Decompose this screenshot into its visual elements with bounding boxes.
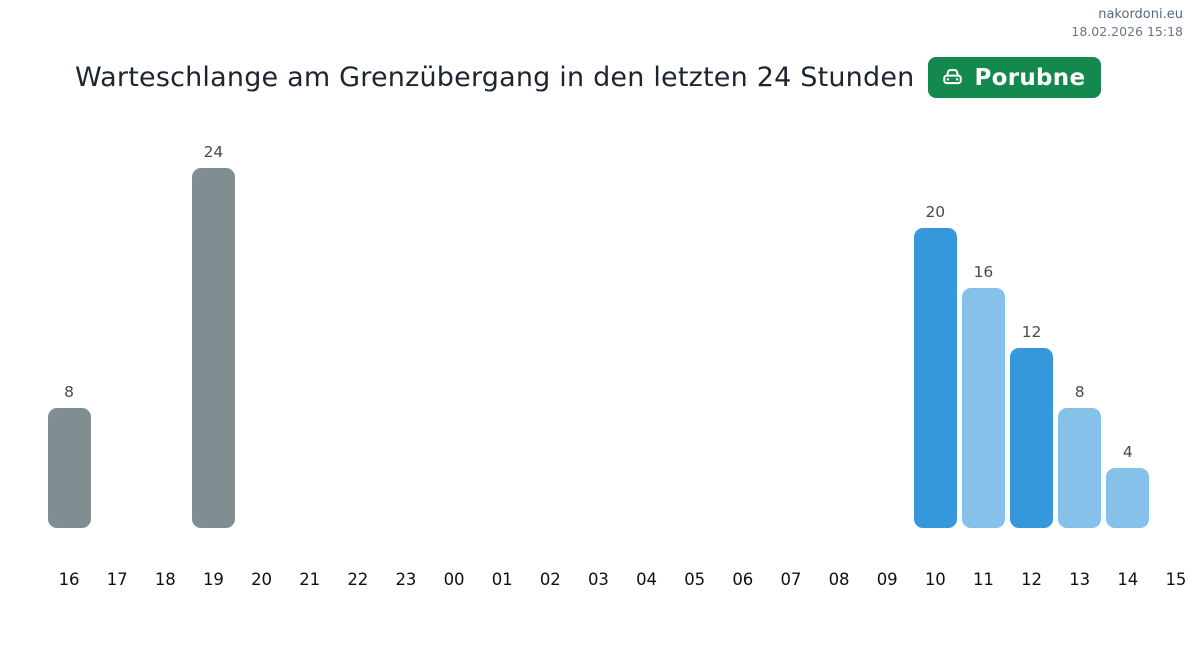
chart-column [623,168,671,528]
page-title: Warteschlange am Grenzübergang in den le… [75,62,915,93]
chart-column [141,168,189,528]
x-axis-label: 13 [1069,570,1091,589]
x-axis-label: 08 [828,570,850,589]
chart-column: 12 [1008,168,1056,528]
x-axis-label: 19 [202,570,224,589]
bar [47,408,91,528]
chart-column [1152,168,1200,528]
chart-column [526,168,574,528]
chart-column [93,168,141,528]
bar-value-label: 24 [203,143,224,161]
x-axis-label: 17 [106,570,128,589]
chart-column: 8 [1056,168,1104,528]
x-axis-label: 18 [154,570,176,589]
chart-column: 24 [189,143,237,528]
x-axis-label: 23 [395,570,417,589]
x-axis-label: 21 [299,570,321,589]
x-axis-label: 22 [347,570,369,589]
bar [961,288,1005,528]
bar-value-label: 8 [1074,383,1085,401]
chart-column [286,168,334,528]
chart-column [478,168,526,528]
watermark-site: nakordoni.eu [1098,7,1183,22]
badge-label: Porubne [974,64,1086,91]
bar-value-label: 8 [64,383,74,401]
bar [1106,468,1150,528]
chart-column [815,168,863,528]
car-icon [943,69,963,85]
chart-column [719,168,767,528]
x-axis-label: 11 [972,570,994,589]
chart-column: 8 [45,168,93,528]
chart-column: 16 [959,168,1007,528]
bar-chart: 8 24 20 16 12 8 4 [45,143,1200,528]
x-axis-label: 03 [587,570,609,589]
bar-value-label: 20 [925,203,946,221]
x-axis-label: 12 [1021,570,1043,589]
chart-column [671,168,719,528]
x-axis-label: 04 [636,570,658,589]
chart-column [238,168,286,528]
watermark-timestamp: 18.02.2026 15:18 [1071,24,1183,40]
bar-value-label: 4 [1122,443,1133,461]
chart-column [334,168,382,528]
bar [191,168,235,528]
chart-column: 4 [1104,168,1152,528]
watermark: nakordoni.eu 18.02.2026 15:18 [1071,7,1183,40]
chart-header: Warteschlange am Grenzübergang in den le… [75,57,1102,98]
x-axis-label: 05 [684,570,706,589]
bar [1058,408,1102,528]
x-axis-label: 16 [58,570,80,589]
bar [913,228,957,528]
chart-column [863,168,911,528]
chart-column [767,168,815,528]
x-axis-label: 07 [780,570,802,589]
x-axis-labels: 16 17 18 19 20 21 22 23 00 01 02 03 04 05 06 07 08 09 10 11… [45,570,1200,589]
x-axis-label: 06 [732,570,754,589]
chart-column: 20 [911,168,959,528]
crossing-badge[interactable]: Porubne [928,57,1102,98]
bar [1010,348,1054,528]
chart-column [382,168,430,528]
x-axis-label: 10 [924,570,946,589]
chart-column [430,168,478,528]
x-axis-label: 02 [539,570,561,589]
x-axis-label: 14 [1117,570,1139,589]
bar-value-label: 16 [973,263,994,281]
x-axis-label: 09 [876,570,898,589]
bar-value-label: 12 [1021,323,1042,341]
x-axis-label: 20 [251,570,273,589]
x-axis-label: 01 [491,570,513,589]
x-axis-label: 00 [443,570,465,589]
x-axis-label: 15 [1165,570,1187,589]
chart-column [574,168,622,528]
